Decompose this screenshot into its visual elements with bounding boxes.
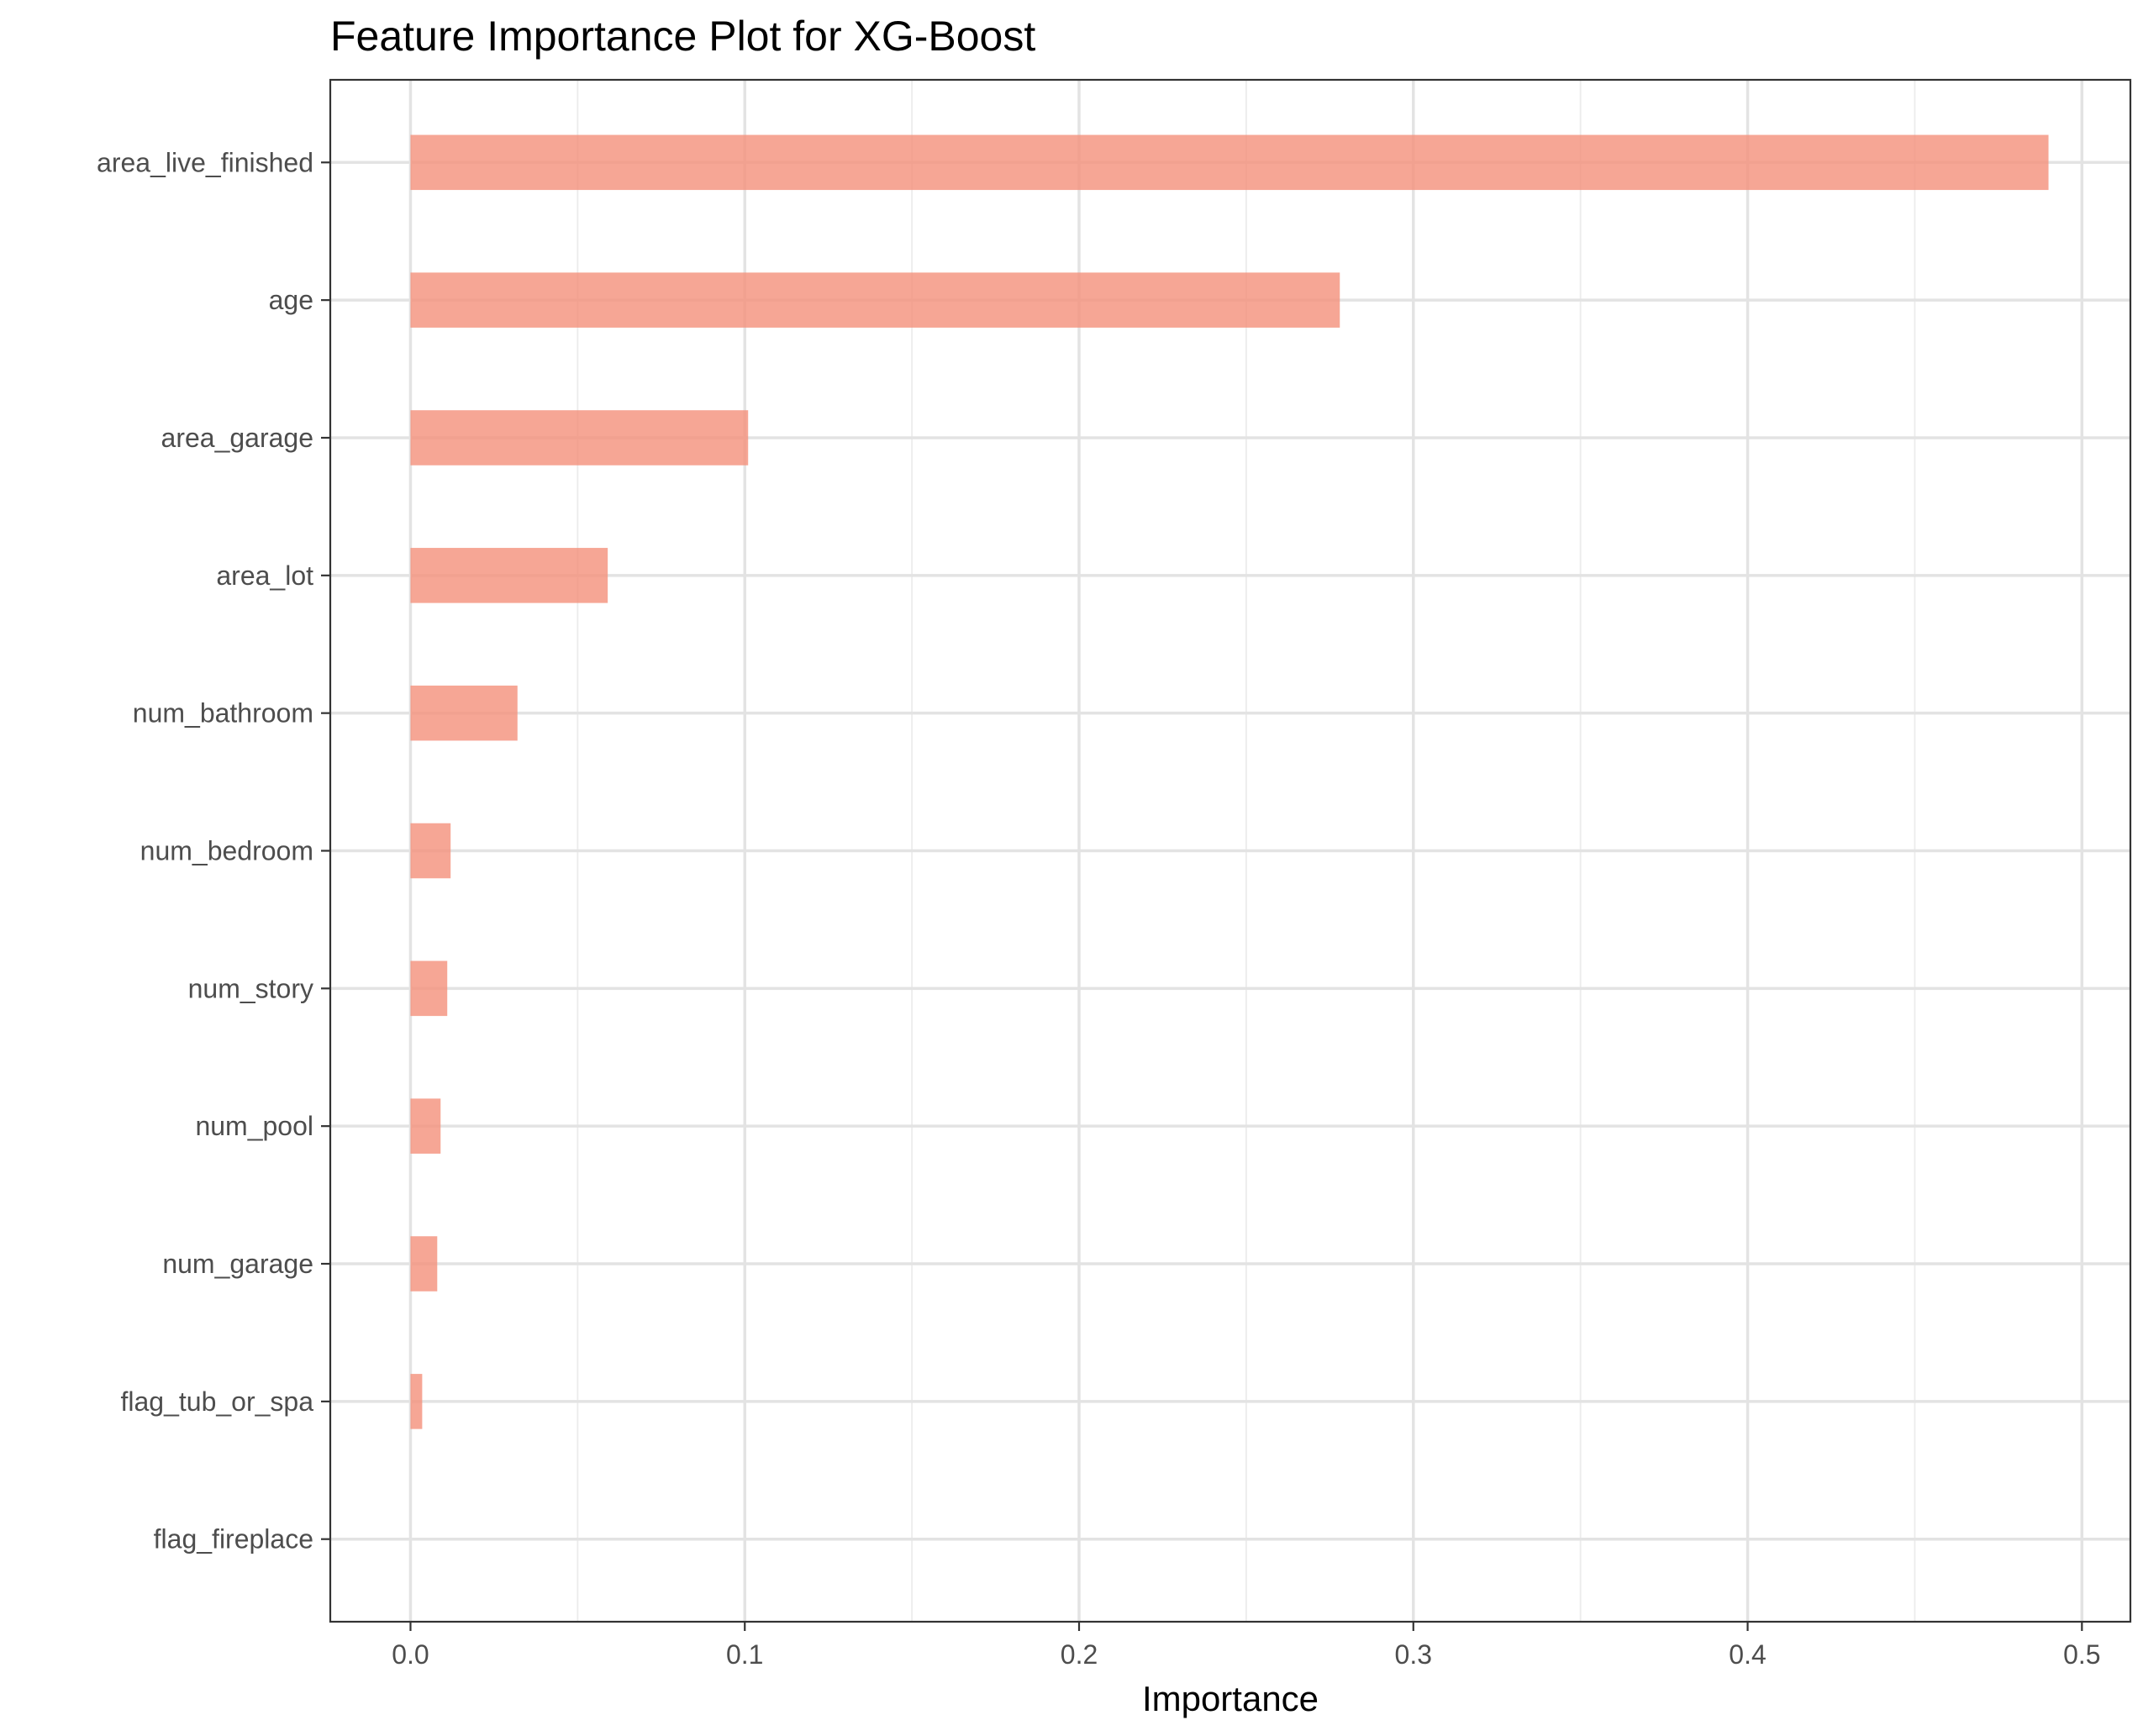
bar-num-pool xyxy=(410,1098,441,1154)
x-tick-label: 0.3 xyxy=(1395,1639,1432,1670)
bar-area-lot xyxy=(410,548,608,603)
y-tick-label: num_bedroom xyxy=(140,836,313,866)
y-tick-label: flag_tub_or_spa xyxy=(120,1386,313,1417)
bar-age xyxy=(410,272,1340,328)
y-tick-label: num_story xyxy=(188,973,313,1003)
x-tick-label: 0.1 xyxy=(726,1639,763,1670)
y-tick-label: num_pool xyxy=(195,1111,313,1141)
bar-area-live-finished xyxy=(410,134,2049,191)
x-tick-label: 0.5 xyxy=(2063,1639,2100,1670)
bar-area-garage xyxy=(410,410,749,466)
bar-num-story xyxy=(410,960,448,1017)
chart-title: Feature Importance Plot for XG-Boost xyxy=(330,13,1035,60)
x-tick-label: 0.4 xyxy=(1729,1639,1766,1670)
y-tick-label: flag_fireplace xyxy=(154,1524,313,1555)
y-tick-label: area_live_finished xyxy=(97,147,313,177)
bar-num-bedroom xyxy=(410,823,451,879)
x-tick-label: 0.2 xyxy=(1061,1639,1098,1670)
y-tick-label: num_bathroom xyxy=(133,698,313,729)
x-tick-label: 0.0 xyxy=(392,1639,429,1670)
y-tick-label: area_lot xyxy=(216,560,313,591)
bar-num-bathroom xyxy=(410,685,518,741)
y-tick-label: area_garage xyxy=(161,423,313,453)
bar-flag-tub-or-spa xyxy=(410,1374,423,1429)
bar-num-garage xyxy=(410,1236,438,1291)
x-axis-title: Importance xyxy=(1142,1679,1319,1718)
y-tick-label: num_garage xyxy=(162,1249,313,1279)
y-tick-label: age xyxy=(269,285,313,315)
